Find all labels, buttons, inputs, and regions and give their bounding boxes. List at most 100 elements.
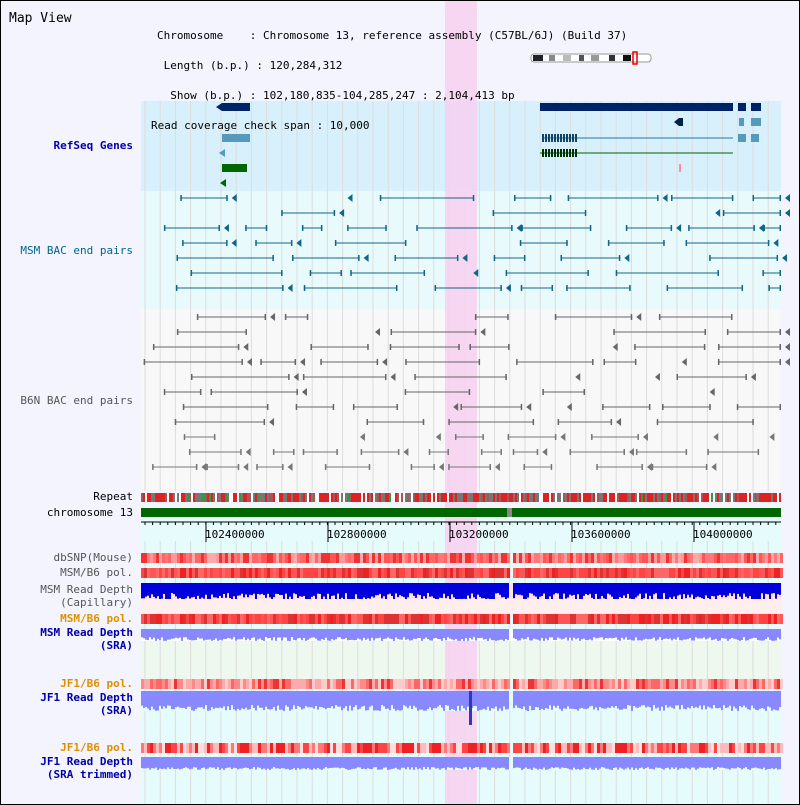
- read-depth-bar: [535, 583, 537, 597]
- gene-exon: [545, 149, 547, 157]
- read-depth-bar: [617, 757, 619, 770]
- read-depth-bar: [675, 691, 677, 706]
- read-depth-bar: [745, 629, 747, 641]
- repeat-segment: [561, 493, 563, 502]
- read-depth-bar: [219, 629, 221, 640]
- variant-density-cell: [660, 614, 663, 624]
- repeat-segment: [719, 493, 721, 502]
- variant-density-cell: [651, 553, 654, 563]
- variant-density-cell: [753, 614, 756, 624]
- read-depth-bar: [383, 757, 385, 768]
- repeat-segment: [155, 493, 157, 502]
- read-depth-bar: [425, 583, 427, 599]
- read-depth-bar: [753, 757, 755, 768]
- read-depth-bar: [365, 583, 367, 601]
- variant-density-cell: [426, 614, 429, 624]
- variant-density-cell: [207, 614, 210, 624]
- read-depth-bar: [561, 691, 563, 711]
- read-depth-bar: [331, 757, 333, 768]
- read-depth-bar: [257, 629, 259, 640]
- variant-density-cell: [468, 568, 471, 578]
- read-depth-bar: [521, 757, 523, 770]
- repeat-segment: [357, 493, 359, 502]
- read-depth-bar: [675, 757, 677, 768]
- read-depth-bar: [357, 583, 359, 599]
- variant-density-cell: [150, 614, 153, 624]
- read-depth-bar: [413, 757, 415, 770]
- repeat-segment: [407, 493, 409, 502]
- read-depth-bar: [707, 583, 709, 598]
- bac-end: [705, 464, 708, 470]
- variant-density-cell: [522, 679, 525, 689]
- variant-density-cell: [465, 743, 468, 753]
- read-depth-bar: [727, 691, 729, 708]
- read-depth-bar: [767, 691, 769, 707]
- variant-density-cell: [429, 553, 432, 563]
- bac-end: [550, 464, 553, 470]
- variant-density-cell: [366, 568, 369, 578]
- variant-density-cell: [588, 679, 591, 689]
- read-depth-bar: [373, 583, 375, 598]
- variant-density-cell: [525, 553, 528, 563]
- read-depth-bar: [365, 691, 367, 711]
- read-depth-bar: [161, 629, 163, 638]
- variant-density-cell: [684, 614, 687, 624]
- read-depth-bar: [559, 691, 561, 710]
- read-depth-bar: [171, 757, 173, 768]
- read-depth-bar: [405, 691, 407, 707]
- variant-density-cell: [570, 743, 573, 753]
- read-depth-bar: [155, 629, 157, 641]
- read-depth-bar: [711, 629, 713, 641]
- read-depth-bar: [629, 583, 631, 599]
- repeat-segment: [485, 493, 487, 502]
- gene-body: [751, 118, 761, 126]
- read-depth-bar: [183, 757, 185, 769]
- read-depth-bar: [549, 757, 551, 769]
- read-depth-bar: [389, 757, 391, 770]
- variant-density-cell: [240, 568, 243, 578]
- bac-end: [779, 404, 781, 410]
- variant-density-cell: [309, 614, 312, 624]
- variant-density-cell: [492, 743, 495, 753]
- variant-density-cell: [732, 553, 735, 563]
- read-depth-bar: [495, 757, 497, 770]
- bac-end: [615, 270, 618, 276]
- repeat-segment: [287, 493, 289, 502]
- repeat-segment: [765, 493, 767, 502]
- read-depth-bar: [425, 629, 427, 638]
- repeat-segment: [577, 493, 579, 502]
- read-depth-bar: [161, 757, 163, 770]
- read-depth-bar: [449, 629, 451, 639]
- read-depth-bar: [187, 583, 189, 597]
- read-depth-bar: [483, 757, 485, 768]
- variant-density-cell: [507, 553, 510, 563]
- read-depth-bar: [173, 757, 175, 769]
- read-depth-bar: [347, 629, 349, 641]
- variant-density-cell: [612, 553, 615, 563]
- repeat-segment: [189, 493, 191, 502]
- bac-end-arrow: [560, 433, 566, 441]
- read-depth-bar: [149, 583, 151, 598]
- read-depth-bar: [159, 629, 161, 641]
- variant-density-cell: [249, 553, 252, 563]
- gene-exon: [679, 164, 681, 172]
- read-depth-bar: [573, 691, 575, 710]
- read-depth-bar: [563, 757, 565, 768]
- repeat-segment: [447, 493, 449, 502]
- variant-density-cell: [207, 743, 210, 753]
- repeat-segment: [635, 493, 637, 502]
- variant-density-cell: [402, 679, 405, 689]
- header-info: Chromosome : Chromosome 13, reference as…: [151, 11, 627, 151]
- read-depth-bar: [171, 629, 173, 639]
- read-depth-bar: [357, 691, 359, 710]
- read-depth-bar: [165, 583, 167, 600]
- variant-density-cell: [270, 553, 273, 563]
- read-depth-bar: [251, 629, 253, 639]
- variant-density-cell: [606, 614, 609, 624]
- variant-density-cell: [705, 679, 708, 689]
- read-depth-bar: [661, 583, 663, 601]
- gene-arrow: [216, 103, 222, 111]
- repeat-segment: [437, 493, 439, 502]
- read-depth-bar: [307, 583, 309, 601]
